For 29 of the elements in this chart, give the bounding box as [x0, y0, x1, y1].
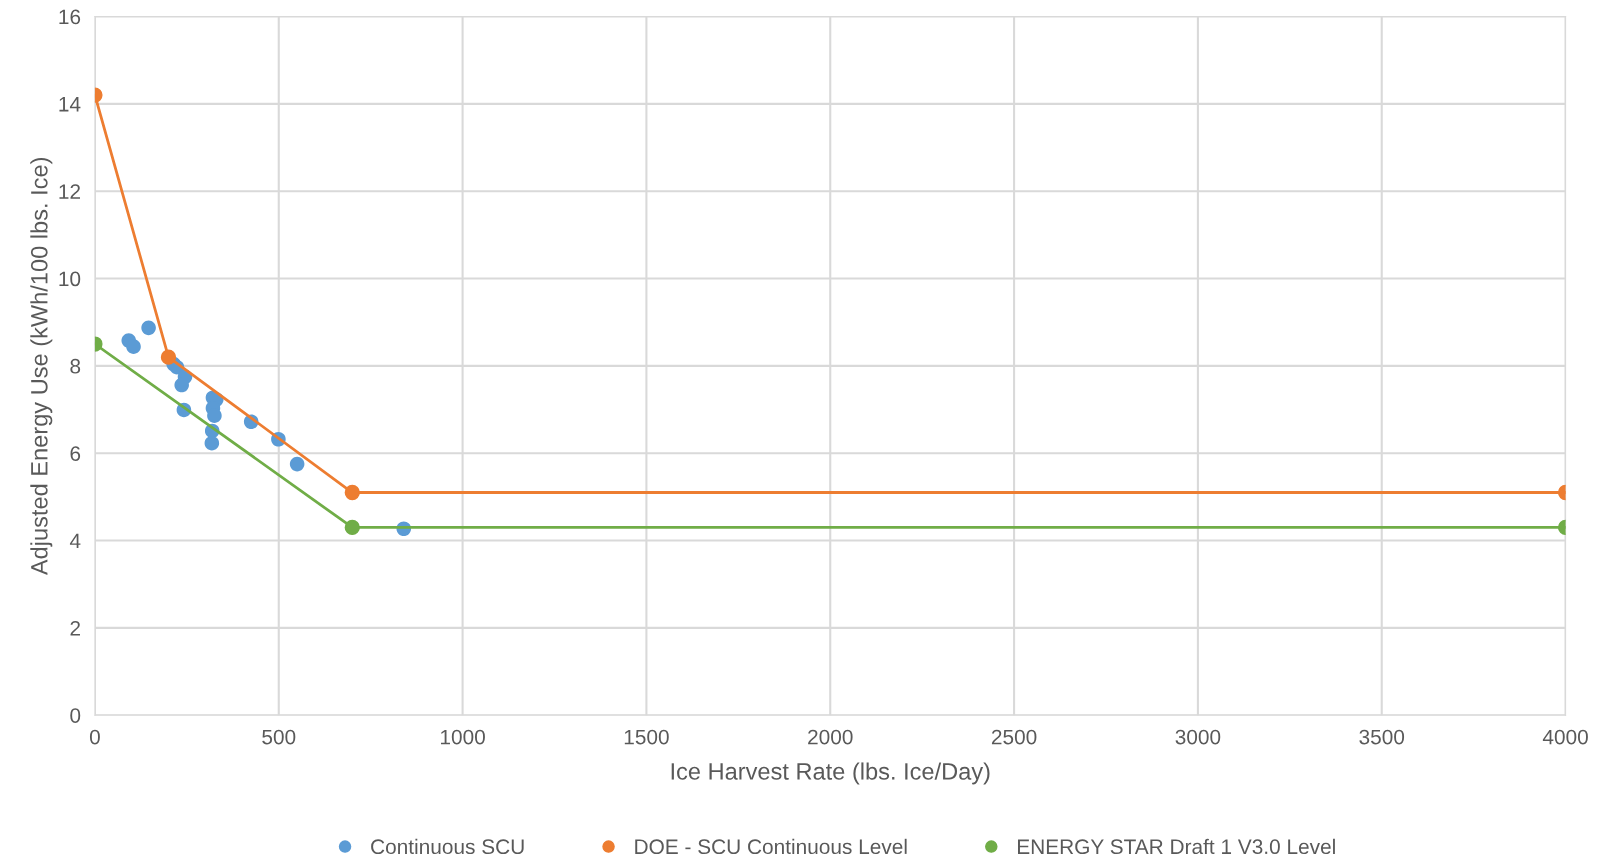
legend-label: DOE - SCU Continuous Level — [635, 838, 907, 855]
y-tick-label: 6 — [70, 446, 81, 461]
x-tick-label: 2000 — [808, 729, 853, 745]
point — [141, 320, 156, 336]
x-tick-label: 4000 — [1542, 729, 1588, 745]
legend-label: ENERGY STAR Draft 1 V3.0 Level — [1018, 838, 1335, 855]
y-tick-label: 0 — [70, 708, 81, 723]
y-tick-label: 8 — [70, 358, 81, 374]
y-tick-label: 14 — [59, 97, 81, 112]
legend-label: Continuous SCU — [371, 838, 524, 855]
x-tick-label: 1500 — [624, 729, 669, 745]
point — [204, 435, 220, 451]
x-tick-label: 3000 — [1175, 729, 1221, 745]
x-tick-label: 2500 — [991, 729, 1037, 745]
y-axis-title: Adjusted Energy Use (kWh/100 lbs. Ice) — [30, 158, 53, 576]
x-tick-label: 500 — [262, 729, 296, 745]
x-tick-label: 0 — [89, 729, 100, 745]
point — [289, 456, 305, 472]
point — [174, 377, 189, 393]
x-axis-title: Ice Harvest Rate (lbs. Ice/Day) — [671, 762, 990, 785]
point — [207, 408, 222, 423]
y-tick-label: 2 — [70, 620, 80, 636]
y-tick-label: 16 — [59, 9, 81, 25]
y-tick-label: 12 — [59, 184, 80, 199]
x-tick-label: 1000 — [441, 729, 485, 745]
y-tick-label: 4 — [69, 533, 81, 549]
point — [126, 339, 141, 354]
x-tick-label: 3500 — [1359, 729, 1405, 745]
y-tick-label: 10 — [59, 271, 81, 287]
